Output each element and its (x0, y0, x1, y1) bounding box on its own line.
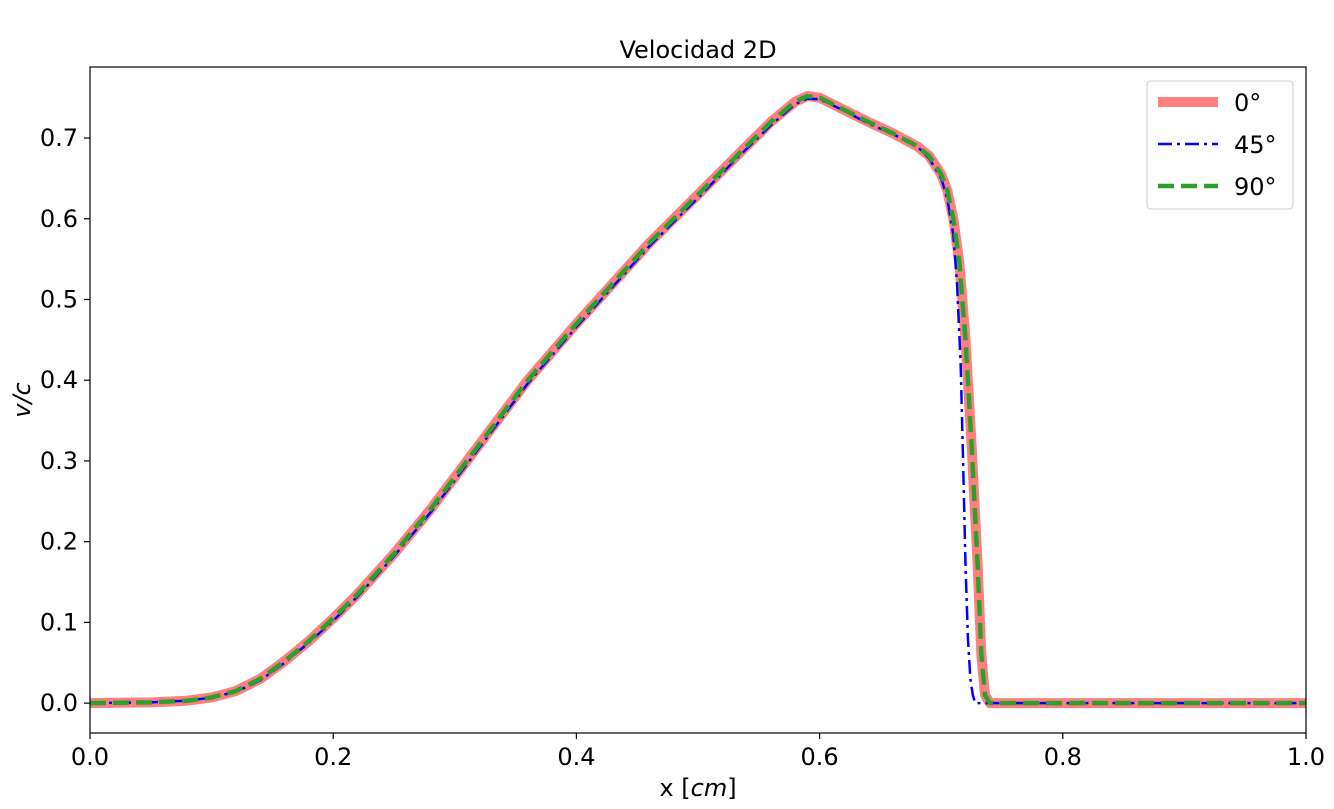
x-tick-label: 0.6 (801, 743, 839, 771)
legend: 0° 45° 90° (1146, 80, 1294, 210)
y-tick-label: 0.1 (40, 608, 78, 636)
x-tick-label: 0.4 (557, 743, 595, 771)
y-tick-label: 0.2 (40, 528, 78, 556)
chart-title: Velocidad 2D (619, 36, 776, 64)
y-axis: 0.0 0.1 0.2 0.3 0.4 0.5 0.6 0.7 (40, 124, 90, 717)
y-tick-label: 0.7 (40, 124, 78, 152)
legend-label-2: 90° (1234, 173, 1277, 201)
legend-box (1146, 80, 1294, 210)
x-tick-label: 0.0 (71, 743, 109, 771)
y-tick-label: 0.5 (40, 285, 78, 313)
y-axis-label: v/c (8, 382, 36, 417)
series-line-1 (90, 97, 1306, 705)
series-layer (90, 91, 1306, 709)
y-tick-label: 0.4 (40, 366, 78, 394)
legend-label-0: 0° (1234, 89, 1261, 117)
x-tick-label: 0.2 (314, 743, 352, 771)
x-tick-label: 1.0 (1287, 743, 1325, 771)
y-tick-label: 0.3 (40, 447, 78, 475)
series-line-2 (90, 93, 1306, 706)
x-axis-label: x [cm] (659, 774, 736, 802)
y-tick-label: 0.6 (40, 205, 78, 233)
y-tick-label: 0.0 (40, 689, 78, 717)
x-tick-label: 0.8 (1044, 743, 1082, 771)
x-axis: 0.0 0.2 0.4 0.6 0.8 1.0 (71, 733, 1325, 771)
plot-frame (89, 66, 1307, 734)
legend-label-1: 45° (1234, 131, 1277, 159)
